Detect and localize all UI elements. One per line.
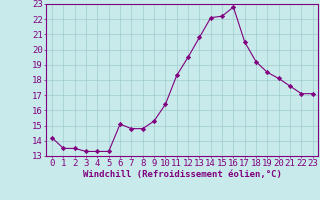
- X-axis label: Windchill (Refroidissement éolien,°C): Windchill (Refroidissement éolien,°C): [83, 170, 282, 179]
